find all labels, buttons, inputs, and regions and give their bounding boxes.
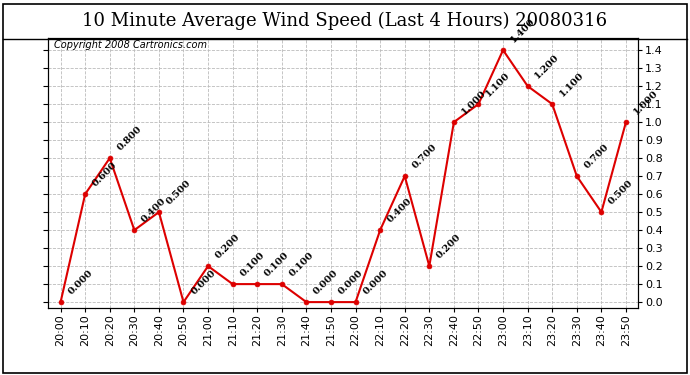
- Text: 10 Minute Average Wind Speed (Last 4 Hours) 20080316: 10 Minute Average Wind Speed (Last 4 Hou…: [82, 11, 608, 30]
- Text: 0.100: 0.100: [263, 251, 290, 279]
- Text: 0.000: 0.000: [189, 268, 217, 297]
- Text: 0.500: 0.500: [607, 178, 635, 207]
- Text: 0.400: 0.400: [140, 196, 168, 225]
- Text: 0.700: 0.700: [582, 142, 611, 171]
- Text: 1.200: 1.200: [533, 53, 561, 81]
- Text: 1.000: 1.000: [631, 88, 660, 117]
- Text: 0.000: 0.000: [361, 268, 389, 297]
- Text: 0.200: 0.200: [435, 232, 463, 261]
- Text: 1.100: 1.100: [558, 71, 586, 99]
- Text: 1.400: 1.400: [509, 16, 537, 45]
- Text: 0.400: 0.400: [386, 196, 414, 225]
- Text: 0.800: 0.800: [115, 124, 144, 153]
- Text: 0.000: 0.000: [66, 268, 95, 297]
- Text: 0.700: 0.700: [411, 142, 438, 171]
- Text: Copyright 2008 Cartronics.com: Copyright 2008 Cartronics.com: [55, 40, 207, 50]
- Text: 0.000: 0.000: [337, 268, 365, 297]
- Text: 0.100: 0.100: [238, 251, 266, 279]
- Text: 0.000: 0.000: [312, 268, 340, 297]
- Text: 0.600: 0.600: [90, 160, 119, 189]
- Text: 0.500: 0.500: [164, 178, 193, 207]
- Text: 1.000: 1.000: [460, 88, 487, 117]
- Text: 0.100: 0.100: [287, 251, 315, 279]
- Text: 1.100: 1.100: [484, 71, 512, 99]
- Text: 0.200: 0.200: [214, 232, 242, 261]
